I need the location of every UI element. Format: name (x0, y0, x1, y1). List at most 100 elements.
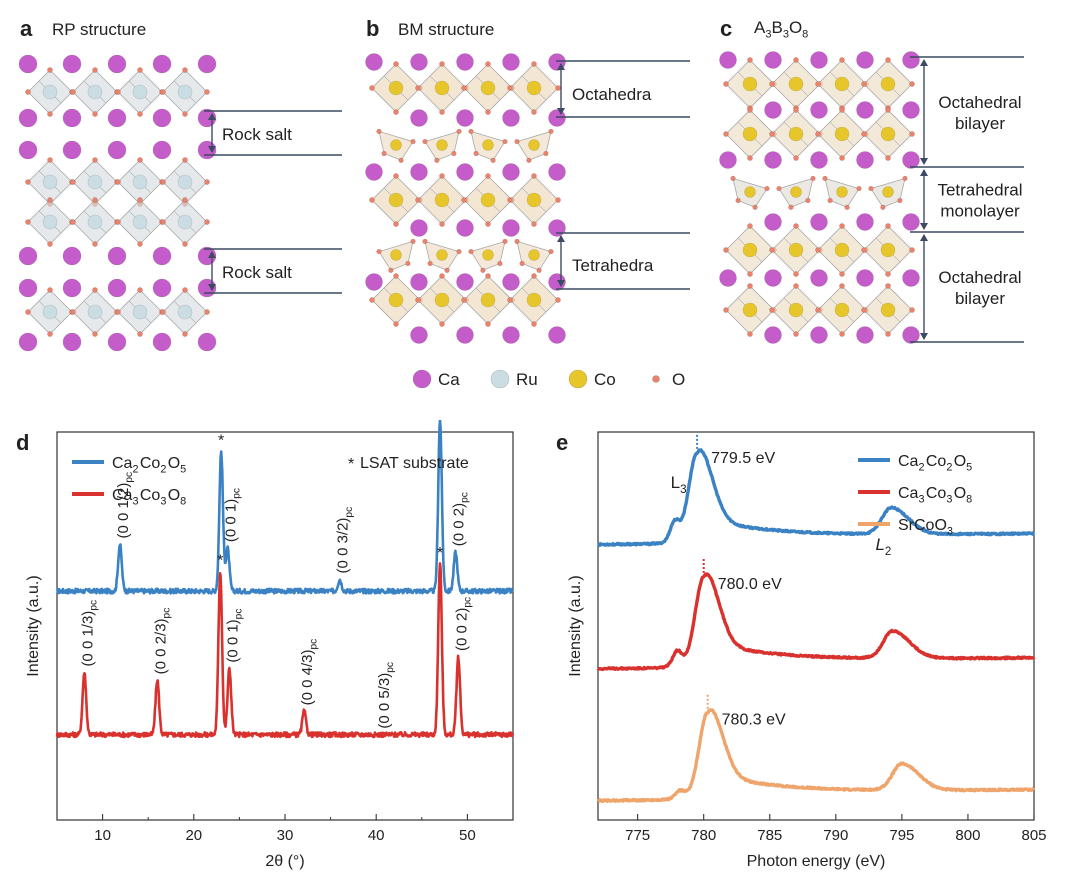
ca-atom (18, 54, 38, 74)
oxygen-atom (815, 307, 821, 313)
ca-atom (410, 163, 428, 181)
oxygen-atom (519, 260, 525, 267)
oxygen-atom (747, 271, 753, 277)
ca-atom (764, 213, 782, 231)
oxygen-atom (480, 267, 486, 273)
legend-label-co: Co (594, 370, 616, 389)
oxygen-atom (815, 247, 821, 253)
b-site-atom (834, 126, 850, 142)
oxygen-atom (885, 223, 891, 229)
b-site-atom (177, 174, 193, 190)
ca-atom (62, 278, 82, 298)
peak-annotation: (0 0 1/3)pc (79, 599, 99, 667)
oxygen-atom (909, 81, 915, 87)
ca-atom (764, 269, 782, 287)
ca-atom (902, 51, 920, 69)
oxygen-atom (769, 307, 775, 313)
series-line-srcoo3 (597, 708, 1035, 803)
oxygen-atom (468, 128, 474, 135)
b-site-atom (788, 76, 804, 92)
oxygen-atom (839, 107, 845, 113)
oxygen-atom (526, 157, 532, 164)
b-site-atom (390, 139, 402, 151)
oxygen-atom (769, 131, 775, 137)
oxygen-atom (839, 57, 845, 63)
ca-atom (197, 332, 217, 352)
b-site-atom (526, 292, 542, 308)
layer-label: Octahedral (938, 93, 1021, 112)
ca-atom (456, 219, 474, 237)
oxygen-atom (92, 67, 98, 73)
ca-atom (410, 219, 428, 237)
oxygen-atom (456, 128, 462, 135)
b-site-atom (480, 292, 496, 308)
oxygen-atom (793, 57, 799, 63)
b-site-atom (436, 139, 448, 151)
ca-atom (502, 163, 520, 181)
oxygen-atom (369, 297, 375, 303)
ca-atom (107, 278, 127, 298)
b-site-atom (526, 192, 542, 208)
oxygen-atom (793, 223, 799, 229)
b-site-atom (744, 186, 756, 198)
peak-annotation: (0 0 5/3)pc (376, 661, 396, 729)
b-site-atom (742, 126, 758, 142)
oxygen-atom (815, 81, 821, 87)
oxygen-atom (388, 267, 394, 273)
oxygen-atom (490, 157, 496, 164)
oxygen-atom (182, 197, 188, 203)
x-tick-label: 800 (955, 827, 980, 844)
oxygen-atom (468, 248, 474, 255)
oxygen-atom (160, 179, 166, 185)
oxygen-atom (531, 221, 537, 227)
ca-atom (764, 101, 782, 119)
b-site-atom (834, 242, 850, 258)
oxygen-atom (793, 283, 799, 289)
ca-atom (62, 246, 82, 266)
series-line-ca3co3o8 (596, 572, 1036, 672)
oxygen-atom (47, 287, 53, 293)
oxygen-atom (405, 260, 411, 267)
arrow-head (208, 251, 216, 258)
b-site-atom (42, 174, 58, 190)
ca-atom (902, 269, 920, 287)
oxygen-atom (115, 89, 121, 95)
ca-atom (810, 151, 828, 169)
ca-atom (410, 53, 428, 71)
ca-atom (810, 326, 828, 344)
ca-atom (152, 108, 172, 128)
oxygen-atom (723, 131, 729, 137)
oxygen-atom (137, 331, 143, 337)
oxygen-atom (70, 219, 76, 225)
peak-annotation: (0 0 2)pc (451, 491, 471, 546)
ca-atom (548, 219, 566, 237)
oxygen-atom (410, 238, 416, 245)
oxygen-atom (514, 238, 520, 245)
oxygen-atom (182, 67, 188, 73)
oxygen-atom (839, 223, 845, 229)
legend-label: Ca2 Co2 O5 (898, 453, 974, 473)
oxygen-atom (47, 67, 53, 73)
b-site-atom (388, 80, 404, 96)
ca-atom (62, 54, 82, 74)
ca-atom (107, 246, 127, 266)
edge-label: L3 (671, 473, 688, 496)
ca-atom (18, 108, 38, 128)
octahedra-label: Octahedra (572, 85, 652, 104)
oxygen-atom (861, 307, 867, 313)
oxygen-atom (427, 260, 433, 267)
oxygen-atom (393, 273, 399, 279)
oxygen-atom (422, 138, 428, 145)
panel-b-label: b (366, 16, 380, 41)
oxygen-atom (747, 57, 753, 63)
arrow-head (208, 146, 216, 153)
x-tick-label: 775 (625, 827, 650, 844)
oxygen-atom (451, 150, 457, 157)
ca-atom (152, 246, 172, 266)
oxygen-atom (507, 197, 513, 203)
oxygen-atom (485, 109, 491, 115)
oxygen-atom (92, 287, 98, 293)
legend-label: Ca3 Co3 O8 (898, 485, 974, 505)
oxygen-atom (543, 150, 549, 157)
oxygen-atom (25, 219, 31, 225)
